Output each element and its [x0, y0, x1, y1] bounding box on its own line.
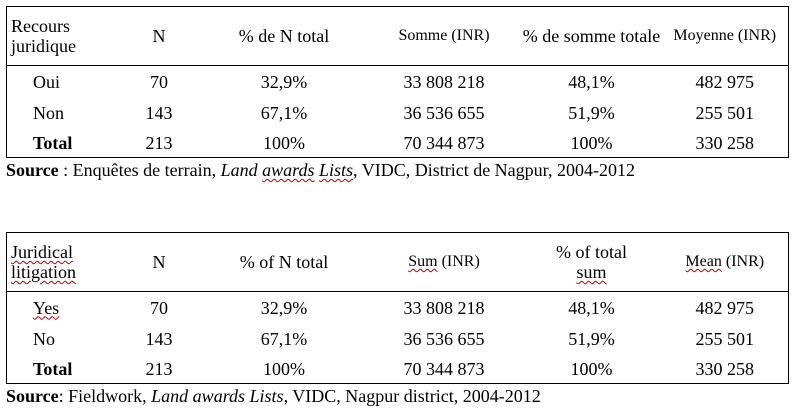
- header-mean-word: Mean: [685, 253, 722, 270]
- cell-mean: 482 975: [695, 71, 755, 92]
- table-row: Yes 70 32,9% 33 808 218 48,1% 482 975: [7, 292, 789, 324]
- source-italic-land: Land: [220, 160, 263, 180]
- french-table: Recours juridique N % de N total Somme (…: [6, 6, 789, 158]
- table-total-row: Total 213 100% 70 344 873 100% 330 258: [7, 128, 789, 158]
- cell-sum: 70 344 873: [403, 358, 485, 379]
- cell-sum: 33 808 218: [403, 71, 485, 92]
- row-label: Yes: [7, 292, 117, 324]
- cell-mean: 482 975: [695, 297, 755, 318]
- source-text-part1: : Enquêtes de terrain,: [58, 160, 221, 180]
- row-label-total: Total: [33, 132, 73, 153]
- cell-sum: 70 344 873: [403, 132, 485, 153]
- header-n: N: [152, 252, 166, 272]
- header-n: N: [152, 26, 166, 46]
- french-table-block: Recours juridique N % de N total Somme (…: [6, 6, 792, 181]
- cell-sum: 33 808 218: [403, 297, 485, 318]
- row-label: Non: [33, 102, 64, 123]
- row-label: No: [33, 328, 55, 349]
- table-row: Non 143 67,1% 36 536 655 51,9% 255 501: [7, 97, 789, 128]
- header-moyenne: Moyenne (INR): [673, 27, 777, 44]
- header-mean: Mean (INR): [662, 233, 789, 292]
- table-total-row: Total 213 100% 70 344 873 100% 330 258: [7, 354, 789, 384]
- table-header-row: Juridical litigation N % of N total Sum (…: [6, 233, 789, 292]
- source-text-part2: , VIDC, District de Nagpur, 2004-2012: [353, 160, 635, 180]
- cell-pct-sum: 51,9%: [568, 328, 615, 349]
- header-somme: Somme (INR): [398, 27, 490, 44]
- header-col1-line2: litigation: [11, 262, 76, 282]
- cell-sum: 36 536 655: [403, 102, 485, 123]
- source-text-part1: : Fieldwork,: [58, 386, 152, 406]
- cell-pct-n: 100%: [263, 132, 305, 153]
- header-sum-word: Sum: [408, 253, 438, 270]
- cell-pct-sum: 51,9%: [568, 102, 615, 123]
- row-label-total: Total: [33, 358, 73, 379]
- header-juridical-litigation: Juridical litigation: [7, 233, 117, 292]
- header-mean-unit: (INR): [721, 253, 765, 270]
- cell-pct-n: 100%: [263, 358, 305, 379]
- header-sum: Sum (INR): [367, 233, 522, 292]
- cell-pct-sum: 100%: [570, 132, 613, 153]
- source-label: Source: [6, 386, 59, 406]
- cell-n: 213: [145, 132, 173, 153]
- header-pct-n-total: % de N total: [238, 26, 330, 46]
- english-table: Juridical litigation N % of N total Sum (…: [6, 232, 789, 384]
- row-label: Oui: [33, 71, 60, 92]
- header-pct-n-total: % of N total: [239, 252, 329, 272]
- table-header-row: Recours juridique N % de N total Somme (…: [6, 7, 789, 66]
- source-italic-awards: awards: [262, 160, 315, 180]
- cell-pct-n: 67,1%: [260, 328, 308, 349]
- cell-mean: 255 501: [695, 328, 755, 349]
- row-label-text: Yes: [33, 297, 60, 318]
- header-col5-line2: sum: [576, 262, 607, 282]
- cell-n: 143: [145, 102, 173, 123]
- english-table-block: Juridical litigation N % of N total Sum (…: [6, 232, 792, 407]
- table-row: Oui 70 32,9% 33 808 218 48,1% 482 975: [7, 66, 789, 98]
- header-pct-total-sum: % of total sum: [522, 233, 662, 292]
- cell-mean: 330 258: [695, 132, 755, 153]
- cell-sum: 36 536 655: [403, 328, 485, 349]
- header-col1-line1: Juridical: [11, 242, 73, 262]
- header-pct-somme-totale: % de somme totale: [522, 26, 661, 46]
- cell-n: 70: [150, 297, 168, 318]
- english-source-note: Source: Fieldwork, Land awards Lists, VI…: [6, 385, 792, 407]
- header-sum-unit: (INR): [437, 253, 480, 270]
- source-italic-lists: Lists: [319, 160, 354, 180]
- cell-n: 213: [145, 358, 173, 379]
- source-italic-title: Land awards Lists: [151, 386, 284, 406]
- cell-pct-n: 32,9%: [260, 297, 308, 318]
- cell-n: 143: [145, 328, 173, 349]
- cell-pct-sum: 48,1%: [568, 71, 615, 92]
- cell-n: 70: [150, 71, 168, 92]
- cell-mean: 255 501: [695, 102, 755, 123]
- french-source-note: Source : Enquêtes de terrain, Land award…: [6, 159, 792, 181]
- header-recours-juridique: Recours juridique: [11, 16, 76, 56]
- cell-pct-sum: 100%: [570, 358, 613, 379]
- cell-pct-n: 32,9%: [260, 71, 308, 92]
- cell-pct-sum: 48,1%: [568, 297, 615, 318]
- header-col5-line1: % of total: [556, 242, 627, 262]
- source-text-part2: , VIDC, Nagpur district, 2004-2012: [283, 386, 541, 406]
- cell-mean: 330 258: [695, 358, 755, 379]
- cell-pct-n: 67,1%: [260, 102, 308, 123]
- source-label: Source: [6, 160, 59, 180]
- table-row: No 143 67,1% 36 536 655 51,9% 255 501: [7, 323, 789, 354]
